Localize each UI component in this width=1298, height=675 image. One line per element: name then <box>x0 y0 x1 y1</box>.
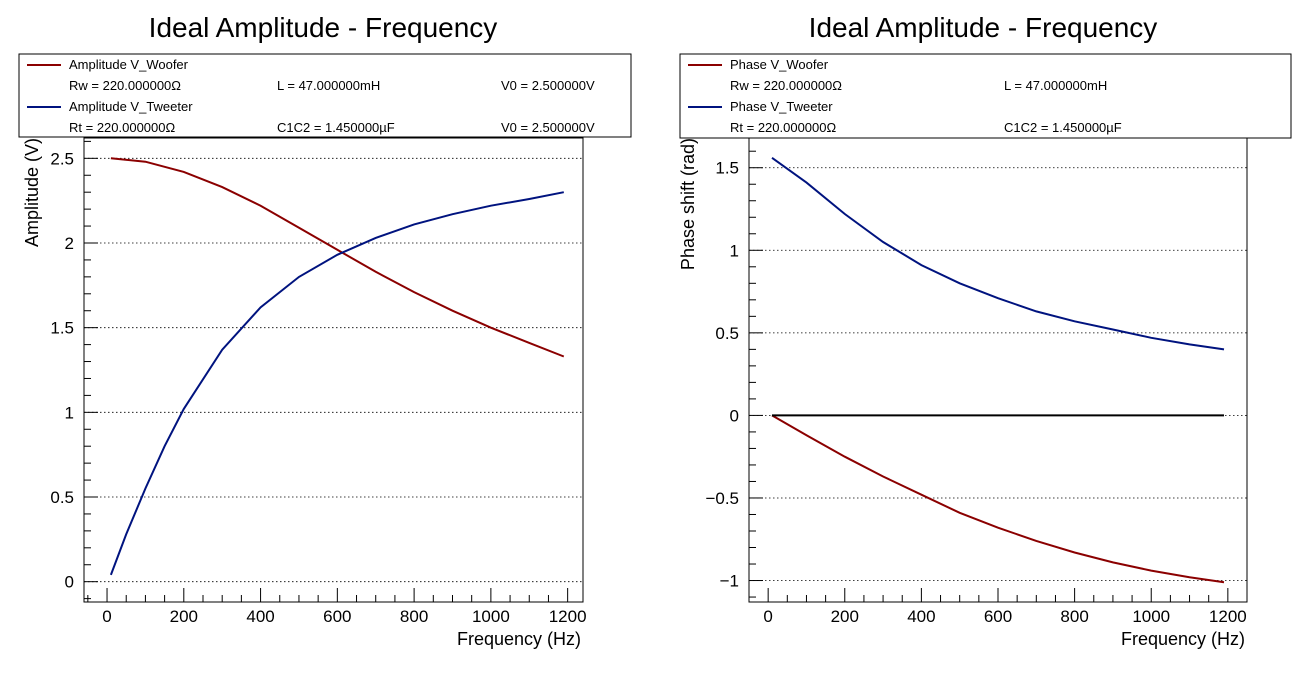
x-tick-label: 1000 <box>472 607 510 626</box>
legend-param: Rt = 220.000000Ω <box>69 120 175 135</box>
legend-param: C1C2 = 1.450000µF <box>1004 120 1122 135</box>
y-tick-label: 1.5 <box>715 159 739 178</box>
x-tick-label: 0 <box>102 607 111 626</box>
legend-box <box>18 53 632 138</box>
y-tick-label: 0 <box>730 406 739 425</box>
y-tick-label: 2 <box>65 234 74 253</box>
y-axis-label: Phase shift (rad) <box>678 138 698 270</box>
legend-param: L = 47.000000mH <box>1004 78 1107 93</box>
x-tick-label: 1000 <box>1132 607 1170 626</box>
series-line-1 <box>110 157 565 358</box>
legend-param: L = 47.000000mH <box>277 78 380 93</box>
legend-param: Rt = 220.000000Ω <box>730 120 836 135</box>
chart-title: Ideal Amplitude - Frequency <box>809 12 1158 43</box>
legend-entry-label: Phase V_Tweeter <box>730 99 833 114</box>
y-axis-label: Amplitude (V) <box>22 138 42 247</box>
y-tick-label: −1 <box>720 572 739 591</box>
x-tick-label: 1200 <box>1209 607 1247 626</box>
y-tick-label: 2.5 <box>50 149 74 168</box>
legend-entry-label: Amplitude V_Woofer <box>69 57 189 72</box>
chart-title: Ideal Amplitude - Frequency <box>149 12 498 43</box>
y-tick-label: 1.5 <box>50 319 74 338</box>
x-tick-label: 800 <box>1060 607 1088 626</box>
x-tick-label: 0 <box>763 607 772 626</box>
chart-panel-2: Ideal Amplitude - Frequency 0 200 400 600 800… <box>678 12 1292 649</box>
x-tick-label: 1200 <box>549 607 587 626</box>
legend-entry-label: Phase V_Woofer <box>730 57 829 72</box>
legend-box <box>679 53 1292 139</box>
y-tick-label: 0.5 <box>50 488 74 507</box>
series-line-1 <box>771 414 1225 584</box>
legend-param: V0 = 2.500000V <box>501 78 595 93</box>
x-tick-label: 800 <box>400 607 428 626</box>
series-line-2 <box>109 191 564 576</box>
y-tick-label: 1 <box>65 403 74 422</box>
x-tick-label: 200 <box>831 607 859 626</box>
plot-frame <box>748 137 1248 603</box>
legend-param: Rw = 220.000000Ω <box>730 78 842 93</box>
series-line-2 <box>771 156 1225 351</box>
y-tick-label: −0.5 <box>705 489 739 508</box>
x-tick-label: 200 <box>170 607 198 626</box>
x-tick-label: 400 <box>907 607 935 626</box>
x-tick-label: 600 <box>984 607 1012 626</box>
x-tick-label: 600 <box>323 607 351 626</box>
y-tick-label: 0 <box>65 573 74 592</box>
x-axis-label: Frequency (Hz) <box>1121 629 1245 649</box>
y-tick-label: 0.5 <box>715 324 739 343</box>
legend-param: Rw = 220.000000Ω <box>69 78 181 93</box>
x-axis-label: Frequency (Hz) <box>457 629 581 649</box>
chart-panel-1: Ideal Amplitude - Frequency 0 200 400 600 800… <box>18 12 632 649</box>
y-tick-label: 1 <box>730 241 739 260</box>
legend-param: V0 = 2.500000V <box>501 120 595 135</box>
legend-entry-label: Amplitude V_Tweeter <box>69 99 193 114</box>
plot-frame <box>83 137 584 603</box>
x-tick-label: 400 <box>246 607 274 626</box>
legend-param: C1C2 = 1.450000µF <box>277 120 395 135</box>
